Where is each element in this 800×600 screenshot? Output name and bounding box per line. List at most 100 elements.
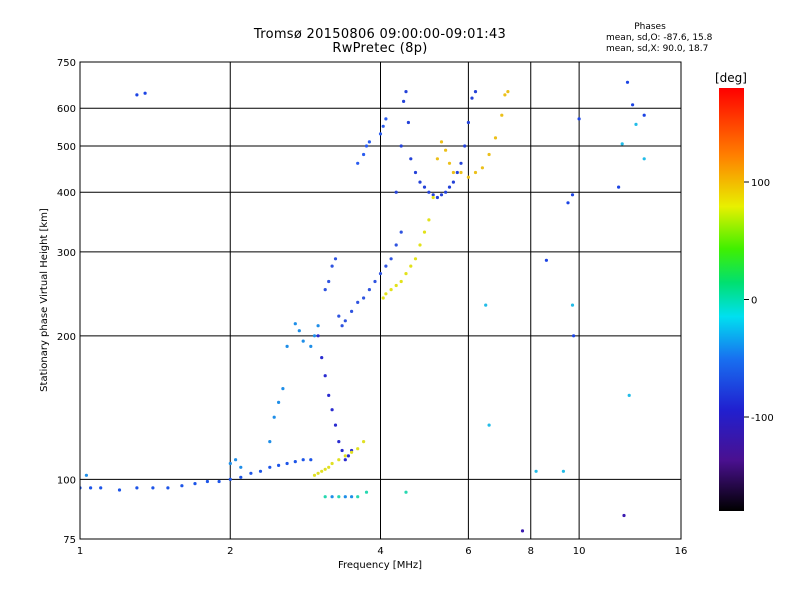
data-point (406, 120, 410, 125)
phases-title: Phases (634, 22, 666, 32)
x-tick-label: 10 (573, 546, 586, 557)
data-point (272, 415, 276, 419)
data-point (135, 93, 139, 97)
data-point (463, 144, 467, 148)
data-point (634, 122, 638, 126)
data-point (577, 117, 581, 121)
data-point (402, 99, 406, 103)
data-point (642, 113, 646, 117)
data-point (394, 190, 398, 194)
y-tick-label: 100 (57, 475, 76, 486)
data-point (381, 124, 385, 128)
data-point (444, 148, 448, 152)
data-point (409, 157, 413, 161)
data-point (384, 292, 388, 296)
data-point (439, 140, 444, 144)
colorbar-tick-label: -100 (751, 413, 774, 424)
x-axis-ticks: 1 2 4 6 8 10 16 (77, 546, 688, 557)
data-point (484, 303, 488, 307)
x-axis-title: Frequency [MHz] (338, 560, 422, 571)
data-point (399, 144, 403, 148)
data-point (373, 279, 377, 284)
data-point (312, 473, 317, 477)
data-point (99, 486, 103, 490)
data-point (135, 486, 139, 490)
data-point (350, 309, 354, 313)
y-axis-title: Stationary phase Virtual Height [km] (39, 208, 50, 392)
data-point (330, 461, 334, 466)
data-point (447, 185, 452, 189)
data-points (80, 80, 646, 533)
data-point (394, 283, 398, 288)
y-tick-label: 300 (57, 248, 76, 259)
x-tick-label: 8 (528, 546, 534, 557)
data-point (89, 486, 93, 490)
colorbar-unit-label: [deg] (715, 71, 747, 85)
data-point (466, 175, 470, 179)
data-point (327, 465, 331, 469)
phase-series (323, 230, 403, 328)
data-point (520, 529, 525, 533)
phase-series (394, 90, 478, 200)
data-point (340, 324, 344, 328)
x-tick-label: 6 (465, 546, 471, 557)
phase-series (323, 490, 408, 499)
data-point (444, 190, 448, 194)
y-tick-label: 200 (57, 332, 76, 343)
data-point (309, 344, 313, 348)
data-point (323, 467, 327, 471)
data-point (378, 132, 383, 136)
data-point (84, 473, 88, 477)
y-tick-label: 500 (57, 142, 76, 153)
data-point (480, 166, 484, 170)
colorbar-gradient (719, 88, 744, 511)
data-point (447, 161, 452, 165)
data-point (435, 195, 439, 200)
data-point (389, 257, 393, 261)
data-point (399, 230, 403, 234)
data-point (333, 423, 338, 427)
data-point (356, 300, 360, 304)
data-point (404, 490, 408, 494)
data-point (466, 120, 470, 125)
data-point (404, 90, 408, 94)
data-point (572, 334, 576, 338)
data-point (620, 142, 624, 146)
data-point (362, 296, 366, 300)
data-point (487, 423, 491, 427)
data-point (418, 180, 422, 184)
data-point (500, 113, 504, 117)
x-tick-label: 2 (227, 546, 233, 557)
plot-frame (79, 61, 682, 540)
data-point (455, 170, 459, 175)
data-point (330, 495, 334, 499)
phase-series (435, 90, 510, 179)
phase-series (84, 322, 354, 499)
phase-series (381, 195, 435, 300)
data-point (418, 243, 422, 247)
phase-series (484, 122, 646, 473)
grid-lines (80, 62, 681, 539)
phase-series (356, 117, 388, 165)
data-point (316, 324, 320, 328)
data-point (180, 484, 184, 488)
data-point (350, 450, 354, 454)
data-point (364, 144, 369, 148)
data-point (459, 170, 463, 175)
data-point (285, 344, 289, 348)
phase-series (312, 440, 366, 477)
data-point (384, 264, 388, 268)
data-point (367, 288, 371, 292)
data-point (258, 469, 263, 473)
data-point (205, 479, 209, 484)
data-point (309, 458, 313, 462)
data-point (439, 193, 444, 197)
data-point (330, 408, 334, 412)
data-point (327, 279, 331, 284)
data-point (217, 479, 221, 484)
data-point (622, 513, 626, 518)
data-point (413, 257, 418, 261)
data-point (394, 243, 398, 247)
data-point (459, 161, 463, 165)
